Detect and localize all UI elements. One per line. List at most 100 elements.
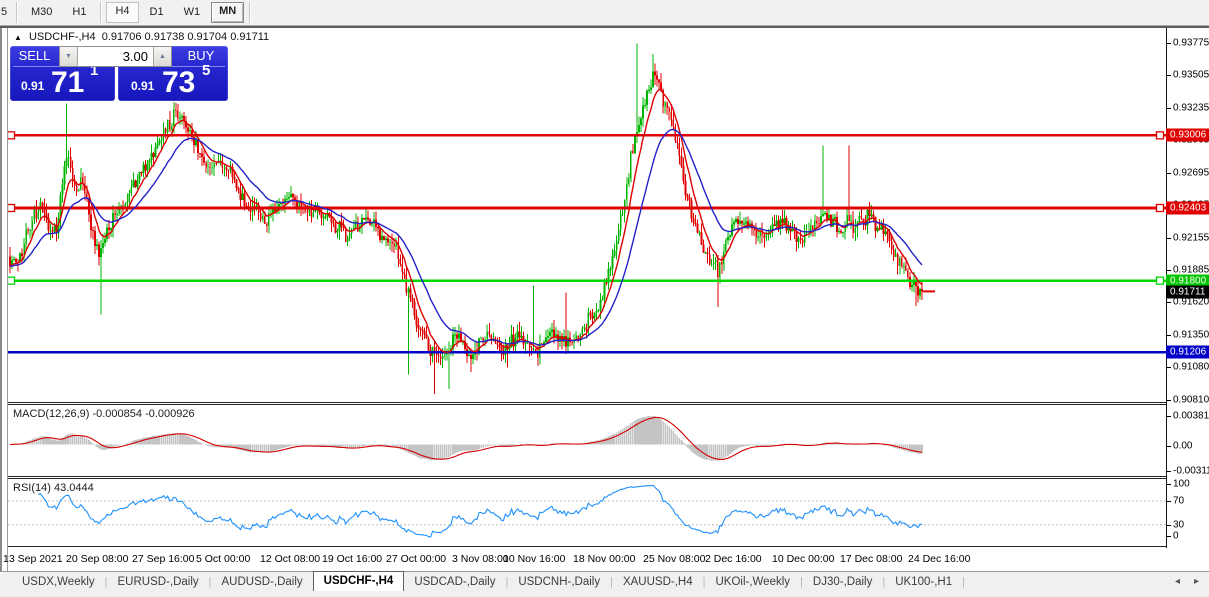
window-left-gutter <box>0 28 8 591</box>
rsi-tick-dash <box>1167 501 1171 502</box>
line-anchor-handle[interactable] <box>1155 203 1165 213</box>
arrow-down-icon: ▼ <box>65 53 72 60</box>
chart-tab-usdchf-h4[interactable]: USDCHF-,H4 <box>312 571 405 591</box>
one-click-trading-panel: SELL 0.91 71 1 BUY 0.91 73 5 ▼ ▲ <box>10 46 228 102</box>
ask-price: 0.91 73 5 <box>118 62 228 99</box>
volume-decrease-button[interactable]: ▼ <box>60 47 78 66</box>
macd-tick-dash <box>1167 446 1171 447</box>
line-price-label-0.93006: 0.93006 <box>1166 128 1209 142</box>
current-price-label: 0.91711 <box>1166 285 1209 299</box>
line-anchor-handle[interactable] <box>1155 131 1165 140</box>
rsi-axis-label: 0 <box>1173 530 1179 542</box>
price-tick-label: 0.92695 <box>1173 167 1209 179</box>
time-axis-label: 25 Nov 08:00 <box>643 553 706 565</box>
chart-tab-usdcnh-daily[interactable]: USDCNH-,Daily <box>518 576 601 588</box>
down-candle-bodies <box>9 71 923 360</box>
chart-tab-xauusd-h4[interactable]: XAUUSD-,H4 <box>622 576 693 588</box>
price-tick-label: 0.93505 <box>1173 69 1209 81</box>
price-tick-label: 0.90810 <box>1173 394 1209 406</box>
toolbar-separator <box>249 2 251 23</box>
time-axis-label: 20 Sep 08:00 <box>66 553 129 565</box>
price-tick-dash <box>1167 75 1171 77</box>
time-axis-label: 27 Sep 16:00 <box>132 553 195 565</box>
time-axis-label: 24 Dec 16:00 <box>908 553 971 565</box>
chart-tab-usdx-weekly[interactable]: USDX,Weekly <box>22 576 95 588</box>
main-chart-canvas[interactable] <box>8 28 1166 403</box>
timeframe-button-m30[interactable]: M30 <box>31 6 53 18</box>
volume-input[interactable] <box>78 47 153 66</box>
rsi-axis-label: 100 <box>1173 478 1190 490</box>
price-tick-dash <box>1167 42 1171 44</box>
rsi-axis-label: 70 <box>1173 495 1185 507</box>
tab-separator: | <box>800 576 803 588</box>
tab-separator: | <box>962 576 965 588</box>
time-axis-label: 13 Sep 2021 <box>3 553 63 565</box>
price-tick-dash <box>1167 302 1171 304</box>
buy-button[interactable]: BUY <box>187 48 215 63</box>
macd-axis-label: -0.003115 <box>1173 465 1209 477</box>
bid-prefix: 0.91 <box>21 79 45 93</box>
time-axis-label: 10 Dec 00:00 <box>772 553 835 565</box>
price-tick-dash <box>1167 172 1171 174</box>
rsi-time-separator <box>8 546 1166 548</box>
volume-stepper: ▼ ▲ <box>59 46 172 67</box>
status-strip <box>0 591 1209 597</box>
timeframe-button-h1[interactable]: H1 <box>72 6 87 18</box>
chart-tab-dj30-daily[interactable]: DJ30-,Daily <box>812 576 873 588</box>
rsi-tick-dash <box>1167 484 1171 485</box>
tab-separator: | <box>505 576 509 588</box>
chart-tab-eurusd-daily[interactable]: EURUSD-,Daily <box>117 576 199 588</box>
line-anchor-handle[interactable] <box>8 131 16 140</box>
bid-big-digits: 71 <box>51 66 85 99</box>
main-macd-separator[interactable] <box>8 402 1166 405</box>
volume-increase-button[interactable]: ▲ <box>153 47 171 66</box>
line-anchor-handle[interactable] <box>8 276 16 285</box>
line-price-label-0.91800: 0.91800 <box>1166 274 1209 288</box>
time-axis-label: 5 Oct 00:00 <box>196 553 251 565</box>
rsi-axis-label: 30 <box>1173 519 1185 531</box>
price-tick-label: 0.91350 <box>1173 329 1209 341</box>
chart-tab-ukoil-weekly[interactable]: UKOil-,Weekly <box>715 576 791 588</box>
chart-tab-uk100-h1[interactable]: UK100-,H1 <box>895 576 953 588</box>
macd-tick-dash <box>1167 471 1171 472</box>
tab-scroll-right[interactable]: ▸ <box>1193 576 1199 587</box>
toolbar-separator <box>100 2 102 23</box>
ma-fast-line <box>9 88 923 354</box>
price-tick-dash <box>1167 367 1171 369</box>
tab-separator: | <box>882 576 886 588</box>
collapse-icon[interactable]: ▲ <box>14 33 22 42</box>
price-tick-dash <box>1167 334 1171 336</box>
price-tick-dash <box>1167 237 1171 239</box>
chart-tab-usdcad-daily[interactable]: USDCAD-,Daily <box>414 576 496 588</box>
price-tick-label: 0.91080 <box>1173 361 1209 373</box>
rsi-tick-dash <box>1167 525 1171 526</box>
timeframe-button-5[interactable]: 5 <box>1 6 8 18</box>
timeframe-toolbar: 5 M30 H1 H4 D1 W1 MN <box>0 0 1209 26</box>
tab-scroll-left[interactable]: ◂ <box>1174 576 1180 587</box>
window-top-border <box>0 26 1209 28</box>
rsi-line <box>38 484 923 538</box>
price-tick-dash <box>1167 270 1171 272</box>
price-tick-label: 0.91885 <box>1173 264 1209 276</box>
timeframe-button-d1[interactable]: D1 <box>149 6 164 18</box>
sell-button[interactable]: SELL <box>18 48 51 63</box>
macd-axis-label: 0.003811 <box>1173 410 1209 422</box>
line-anchor-handle[interactable] <box>1155 276 1165 285</box>
time-axis-label: 19 Oct 16:00 <box>322 553 383 565</box>
price-tick-dash <box>1167 107 1171 109</box>
time-axis-label: 3 Nov 08:00 <box>452 553 509 565</box>
rsi-panel-canvas <box>8 484 1166 538</box>
chart-tab-audusd-daily[interactable]: AUDUSD-,Daily <box>221 576 303 588</box>
ask-big-digits: 73 <box>162 66 196 99</box>
line-anchor-handle[interactable] <box>8 203 16 213</box>
bid-price: 0.91 71 1 <box>10 62 115 99</box>
price-tick-label: 0.92155 <box>1173 232 1209 244</box>
macd-signal-line <box>9 416 923 460</box>
timeframe-button-w1[interactable]: W1 <box>183 6 201 18</box>
timeframe-button-mn[interactable]: MN <box>211 2 245 23</box>
macd-rsi-separator[interactable] <box>8 476 1166 479</box>
time-axis-label: 10 Nov 16:00 <box>503 553 566 565</box>
timeframe-button-h4[interactable]: H4 <box>106 2 139 23</box>
macd-label: MACD(12,26,9) -0.000854 -0.000926 <box>13 408 195 420</box>
price-tick-label: 0.93235 <box>1173 102 1209 114</box>
